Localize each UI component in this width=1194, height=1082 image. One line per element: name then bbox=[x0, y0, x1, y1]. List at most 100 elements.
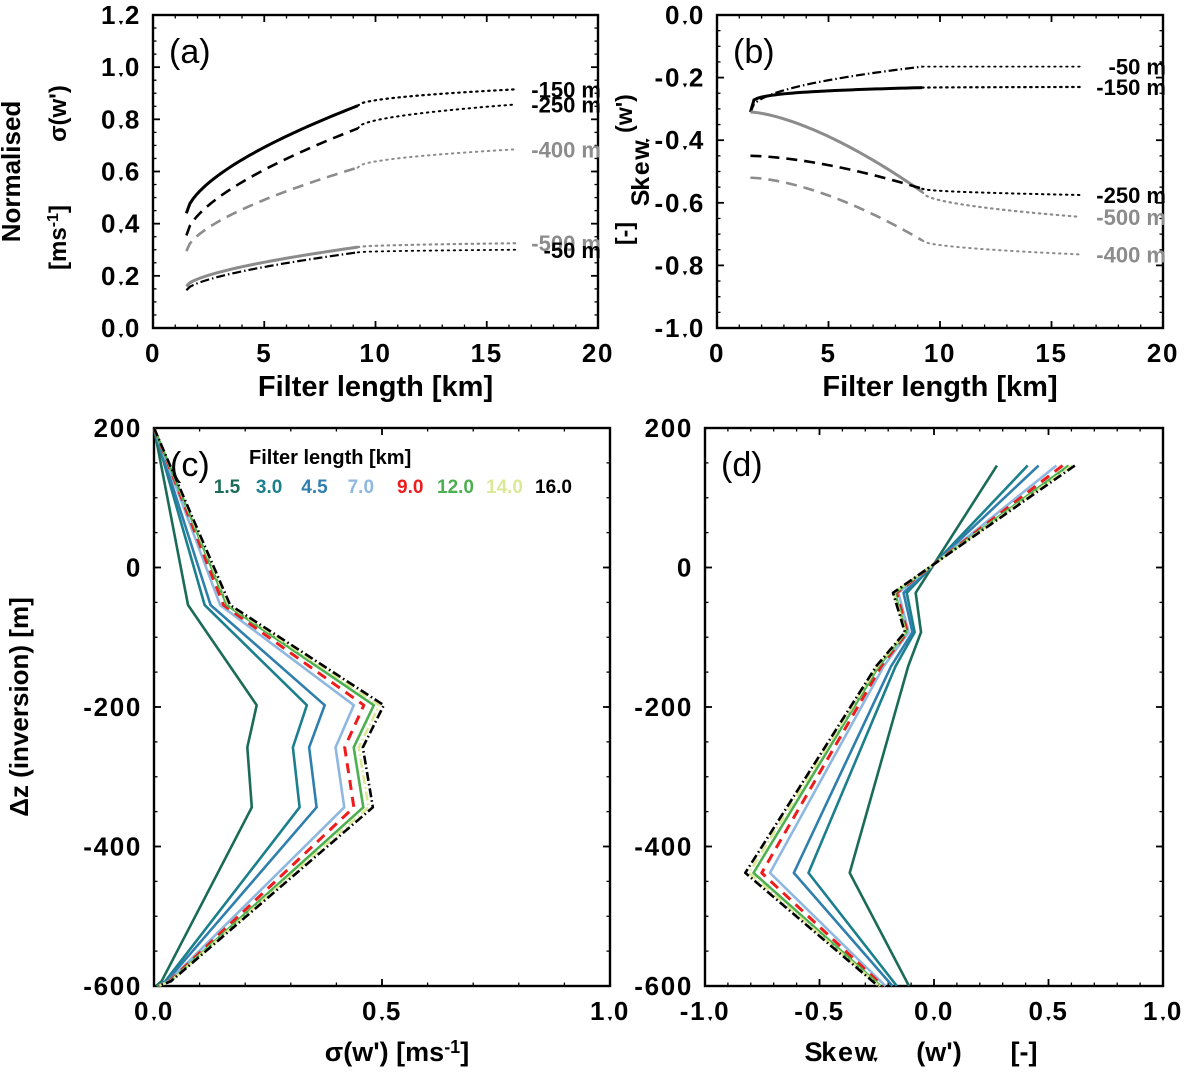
svg-text:w: w bbox=[854, 1037, 877, 1067]
svg-text:0: 0 bbox=[677, 832, 691, 862]
svg-text:1: 1 bbox=[1143, 996, 1157, 1026]
svg-text:0: 0 bbox=[598, 338, 612, 368]
svg-text:1: 1 bbox=[590, 996, 604, 1026]
svg-text:-: - bbox=[655, 313, 664, 343]
svg-text:5: 5 bbox=[487, 338, 501, 368]
svg-text:-: - bbox=[680, 996, 689, 1026]
svg-text:0: 0 bbox=[938, 996, 952, 1026]
svg-text:0: 0 bbox=[101, 261, 115, 291]
svg-text:5: 5 bbox=[256, 338, 270, 368]
svg-text:8: 8 bbox=[689, 250, 703, 280]
svg-text:0: 0 bbox=[110, 832, 124, 862]
svg-text:0: 0 bbox=[661, 692, 675, 722]
svg-text:-400 m: -400 m bbox=[1096, 242, 1166, 267]
svg-text:0: 0 bbox=[661, 413, 675, 443]
svg-text:k: k bbox=[627, 177, 655, 191]
svg-text:-: - bbox=[655, 188, 664, 218]
svg-text:Normalised: Normalised bbox=[0, 101, 26, 243]
svg-text:1: 1 bbox=[665, 313, 679, 343]
svg-text:2: 2 bbox=[94, 692, 108, 722]
svg-text:0: 0 bbox=[362, 996, 376, 1026]
svg-text:-50 m: -50 m bbox=[544, 238, 601, 263]
svg-text:-: - bbox=[634, 692, 643, 722]
svg-text:S: S bbox=[627, 190, 655, 207]
svg-text:0: 0 bbox=[1167, 996, 1181, 1026]
svg-text:-500 m: -500 m bbox=[1096, 205, 1166, 230]
svg-text:0: 0 bbox=[614, 996, 628, 1026]
svg-text:5: 5 bbox=[829, 996, 843, 1026]
svg-text:0: 0 bbox=[665, 250, 679, 280]
svg-text:0: 0 bbox=[665, 63, 679, 93]
svg-text:6: 6 bbox=[94, 971, 108, 1001]
svg-text:1: 1 bbox=[1035, 338, 1049, 368]
svg-text:0: 0 bbox=[101, 209, 115, 239]
svg-text:0: 0 bbox=[665, 125, 679, 155]
svg-text:2: 2 bbox=[125, 0, 139, 30]
svg-text:0: 0 bbox=[1163, 338, 1177, 368]
svg-text:0: 0 bbox=[126, 832, 140, 862]
svg-text:(a): (a) bbox=[169, 33, 211, 71]
svg-text:e: e bbox=[838, 1037, 853, 1067]
svg-text:6: 6 bbox=[689, 188, 703, 218]
svg-text:0: 0 bbox=[677, 692, 691, 722]
svg-text:2: 2 bbox=[125, 261, 139, 291]
svg-text:0: 0 bbox=[689, 313, 703, 343]
svg-text:5: 5 bbox=[386, 996, 400, 1026]
svg-text:12.0: 12.0 bbox=[437, 477, 474, 498]
svg-text:-400 m: -400 m bbox=[531, 137, 601, 162]
svg-text:16.0: 16.0 bbox=[535, 477, 572, 498]
svg-text:4: 4 bbox=[689, 125, 704, 155]
svg-text:0: 0 bbox=[805, 996, 819, 1026]
svg-text:-: - bbox=[655, 63, 664, 93]
svg-text:0: 0 bbox=[709, 338, 723, 368]
svg-text:5: 5 bbox=[1052, 338, 1066, 368]
svg-text:-: - bbox=[83, 971, 92, 1001]
svg-text:8: 8 bbox=[125, 104, 139, 134]
svg-text:(w'): (w') bbox=[611, 94, 637, 133]
svg-text:0: 0 bbox=[677, 413, 691, 443]
svg-text:[-]: [-] bbox=[1011, 1037, 1038, 1067]
svg-text:(c): (c) bbox=[170, 446, 210, 484]
svg-text:0: 0 bbox=[101, 104, 115, 134]
svg-text:e: e bbox=[627, 161, 655, 175]
svg-text:0: 0 bbox=[689, 0, 703, 30]
svg-text:-150 m: -150 m bbox=[1096, 75, 1166, 100]
svg-text:Δz (inversion) [m]: Δz (inversion) [m] bbox=[4, 597, 34, 816]
svg-text:0: 0 bbox=[665, 0, 679, 30]
svg-text:w: w bbox=[627, 140, 655, 161]
svg-text:4: 4 bbox=[645, 832, 660, 862]
svg-text:0: 0 bbox=[914, 996, 928, 1026]
svg-text:-: - bbox=[83, 692, 92, 722]
svg-text:Filter length [km]: Filter length [km] bbox=[822, 371, 1057, 403]
svg-text:4: 4 bbox=[94, 832, 109, 862]
svg-text:0: 0 bbox=[145, 338, 159, 368]
svg-text:Filter length [km]: Filter length [km] bbox=[249, 447, 411, 469]
svg-text:-250 m: -250 m bbox=[531, 93, 601, 118]
svg-text:1: 1 bbox=[690, 996, 704, 1026]
svg-text:0: 0 bbox=[158, 996, 172, 1026]
svg-text:(d): (d) bbox=[721, 446, 763, 484]
svg-text:-: - bbox=[634, 971, 643, 1001]
svg-text:2: 2 bbox=[582, 338, 596, 368]
svg-text:2: 2 bbox=[689, 63, 703, 93]
svg-text:1.5: 1.5 bbox=[214, 477, 241, 498]
svg-text:0: 0 bbox=[101, 157, 115, 187]
svg-text:0: 0 bbox=[110, 413, 124, 443]
svg-text:-: - bbox=[655, 250, 664, 280]
svg-text:0: 0 bbox=[1028, 996, 1042, 1026]
svg-text:0: 0 bbox=[125, 313, 139, 343]
svg-text:2: 2 bbox=[94, 413, 108, 443]
svg-text:7.0: 7.0 bbox=[348, 477, 374, 498]
svg-text:σ(w'): σ(w') bbox=[45, 85, 72, 142]
svg-text:0: 0 bbox=[665, 188, 679, 218]
svg-text:2: 2 bbox=[645, 413, 659, 443]
svg-text:0: 0 bbox=[126, 692, 140, 722]
svg-text:0: 0 bbox=[376, 338, 390, 368]
svg-text:14.0: 14.0 bbox=[486, 477, 523, 498]
svg-text:0: 0 bbox=[101, 313, 115, 343]
svg-text:5: 5 bbox=[1052, 996, 1066, 1026]
svg-text:0: 0 bbox=[661, 832, 675, 862]
svg-text:0: 0 bbox=[125, 52, 139, 82]
svg-text:6: 6 bbox=[125, 157, 139, 187]
svg-text:0: 0 bbox=[940, 338, 954, 368]
